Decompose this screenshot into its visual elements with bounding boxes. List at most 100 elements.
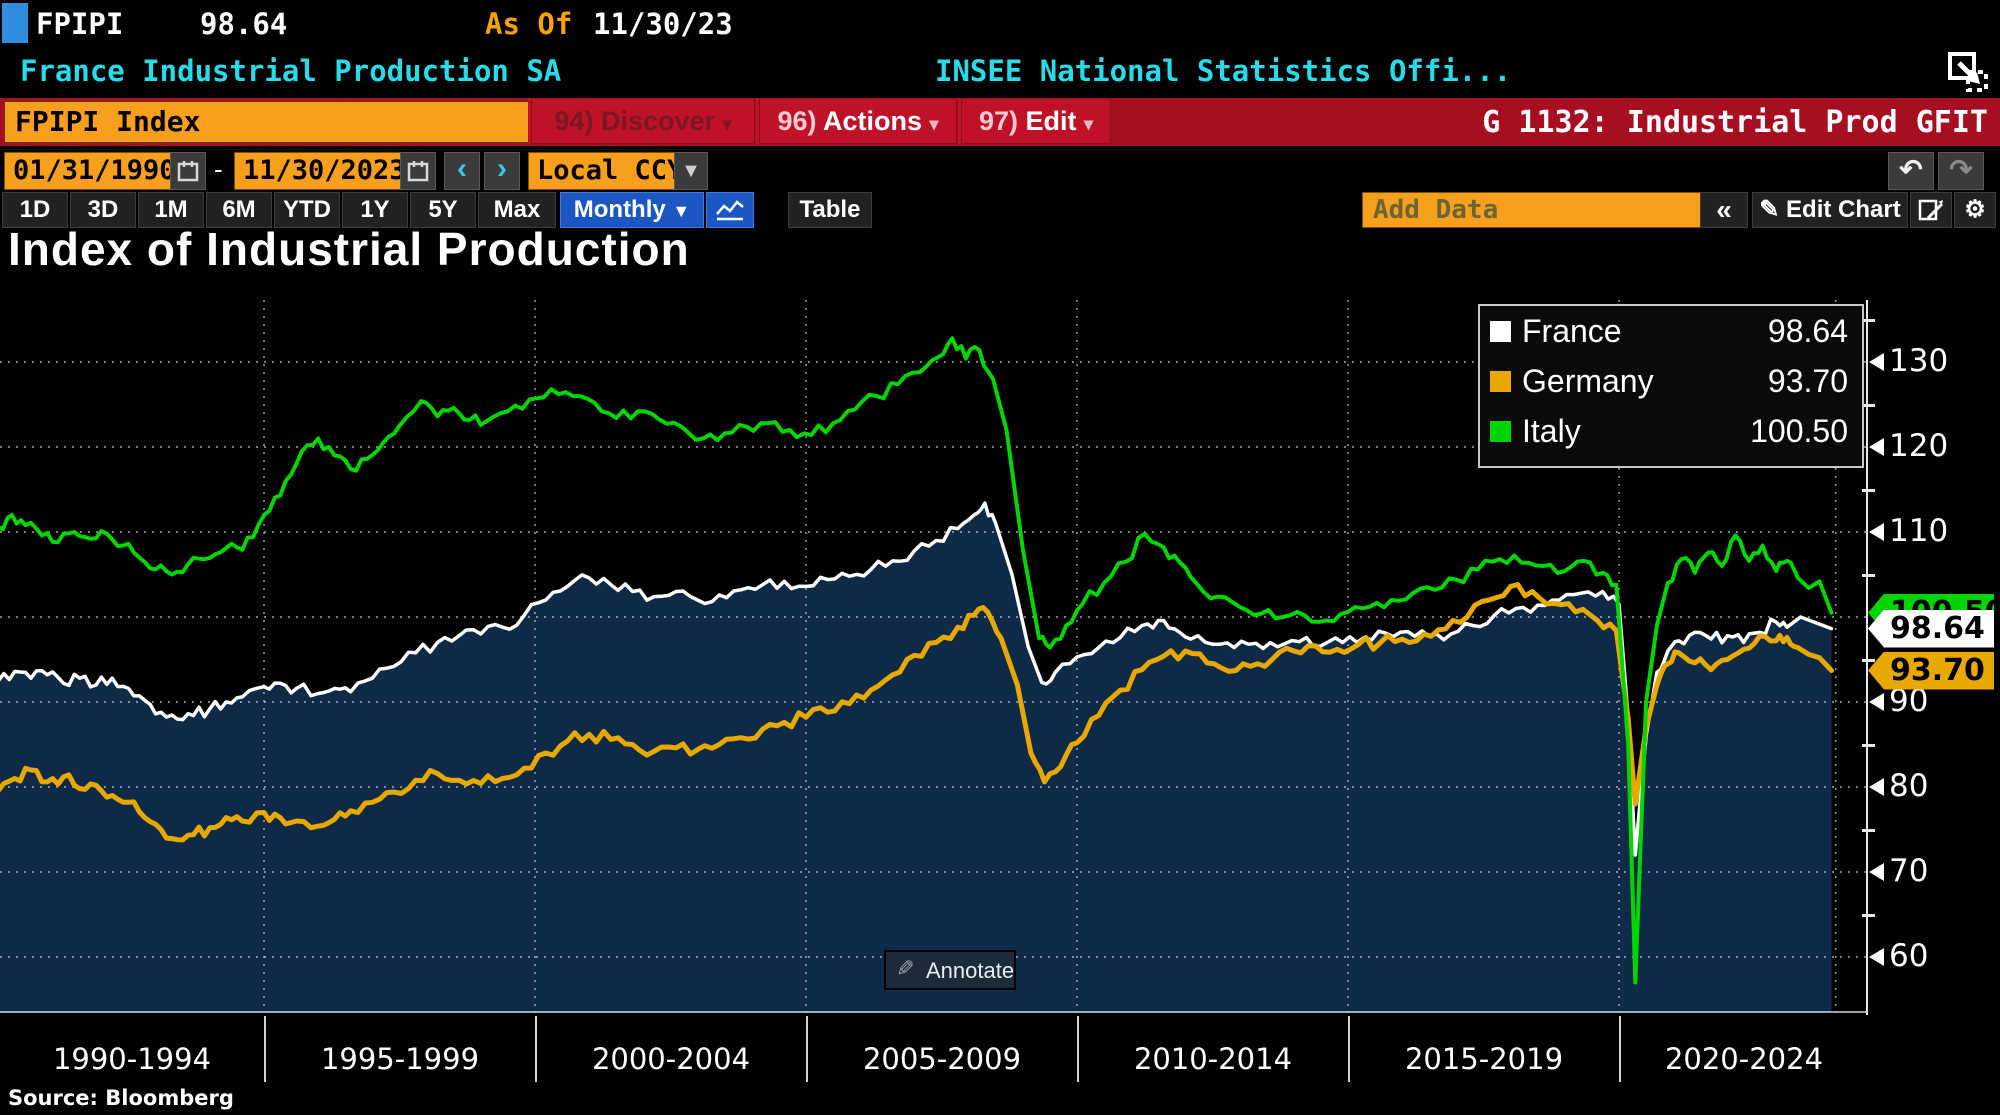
- note-pencil-icon: [1918, 199, 1944, 221]
- data-source-name: INSEE National Statistics Offi...: [935, 54, 1512, 88]
- tick-arrow-icon: [1869, 523, 1884, 541]
- edit-chart-button[interactable]: ✎ Edit Chart: [1752, 192, 1908, 228]
- x-tick-separator: [806, 1016, 808, 1082]
- frequency-select[interactable]: Monthly ▼: [560, 192, 704, 228]
- edit-chart-label: Edit Chart: [1786, 196, 1901, 223]
- security-title-row: France Industrial Production SA INSEE Na…: [0, 46, 2000, 96]
- y-minor-tick: [1862, 573, 1875, 577]
- ticker-symbol: FPIPI: [36, 7, 124, 41]
- legend-item-germany[interactable]: Germany 93.70: [1480, 356, 1862, 406]
- legend-series-name: Germany: [1522, 363, 1654, 399]
- y-minor-tick: [1862, 913, 1875, 917]
- series-line-france: [0, 501, 1834, 857]
- shift-range-forward-button[interactable]: ›: [484, 152, 520, 190]
- price-chart-plot[interactable]: [0, 300, 1868, 1013]
- series-line-germany: [0, 582, 1834, 843]
- collapse-panel-button[interactable]: «: [1700, 192, 1748, 228]
- shift-range-back-button[interactable]: ‹: [444, 152, 480, 190]
- last-value-badge-france: 98.64: [1868, 609, 1994, 648]
- chevron-down-icon: ▾: [1084, 114, 1094, 134]
- popout-window-icon[interactable]: [1946, 50, 1990, 94]
- as-of-label: As Of: [485, 7, 573, 41]
- annotate-label: Annotate: [926, 958, 1015, 983]
- x-tick-separator: [1348, 1016, 1350, 1082]
- ticker-header-row: FPIPI 98.64 As Of 11/30/23: [0, 0, 2000, 46]
- chevron-down-icon: ▼: [681, 160, 701, 182]
- chevron-down-icon: ▼: [672, 201, 691, 221]
- legend-series-name: Italy: [1522, 413, 1581, 449]
- legend-item-france[interactable]: France 98.64: [1480, 306, 1862, 356]
- x-axis-label: 1995-1999: [320, 1042, 480, 1076]
- redo-button[interactable]: ↷: [1938, 152, 1984, 190]
- edit-menu-number: 97): [978, 106, 1018, 136]
- tick-arrow-icon: [1869, 863, 1884, 881]
- command-input[interactable]: FPIPI Index: [4, 101, 532, 143]
- end-date-calendar-button[interactable]: [400, 152, 436, 190]
- x-tick-separator: [264, 1016, 266, 1082]
- calendar-icon: [177, 161, 199, 182]
- tab-period-1d[interactable]: 1D: [2, 192, 68, 228]
- add-data-input[interactable]: Add Data: [1362, 192, 1704, 228]
- tab-period-ytd[interactable]: YTD: [274, 192, 340, 228]
- chevron-down-icon: ▾: [722, 114, 732, 134]
- y-minor-tick: [1862, 318, 1875, 322]
- currency-dropdown-button[interactable]: ▼: [674, 152, 708, 190]
- y-minor-tick: [1862, 828, 1875, 832]
- y-minor-tick: [1862, 403, 1875, 407]
- area-fill-france: [0, 503, 1832, 1013]
- legend-swatch-icon: [1490, 371, 1511, 392]
- start-date-input[interactable]: 01/31/1990: [4, 152, 178, 190]
- legend-series-name: France: [1522, 313, 1622, 349]
- tab-period-1y[interactable]: 1Y: [342, 192, 408, 228]
- x-tick-separator: [1077, 1016, 1079, 1082]
- undo-button[interactable]: ↶: [1888, 152, 1934, 190]
- chart-legend: France 98.64 Germany 93.70 Italy 100.50: [1478, 304, 1864, 468]
- date-range-bar: 01/31/1990 - 11/30/2023 ‹ › Local CCY ▼ …: [0, 150, 2000, 190]
- currency-select[interactable]: Local CCY: [528, 152, 694, 190]
- pencil-icon: ✎: [1759, 196, 1780, 223]
- as-of-date: 11/30/23: [593, 7, 733, 41]
- tick-arrow-icon: [1869, 353, 1884, 371]
- x-axis-label: 2020-2024: [1664, 1042, 1824, 1076]
- tab-period-1m[interactable]: 1M: [138, 192, 204, 228]
- last-value-badge-germany: 93.70: [1868, 651, 1994, 690]
- chart-settings-note-button[interactable]: [1910, 192, 1952, 228]
- date-range-separator: -: [214, 154, 223, 184]
- legend-item-italy[interactable]: Italy 100.50: [1480, 406, 1862, 456]
- gear-icon[interactable]: ⚙: [1954, 192, 1996, 228]
- x-axis-label: 2000-2004: [591, 1042, 751, 1076]
- frequency-value: Monthly: [573, 196, 666, 223]
- table-view-button[interactable]: Table: [788, 192, 872, 228]
- chart-type-button[interactable]: [706, 192, 754, 228]
- tab-period-5y[interactable]: 5Y: [410, 192, 476, 228]
- actions-menu-label: Actions: [822, 106, 922, 136]
- end-date-input[interactable]: 11/30/2023: [234, 152, 408, 190]
- command-bar: FPIPI Index 94) Discover ▾ 96) Actions ▾…: [0, 98, 2000, 149]
- y-axis-line: [1866, 300, 1868, 1015]
- discover-menu-number: 94): [554, 106, 594, 136]
- x-axis-label: 2015-2019: [1404, 1042, 1564, 1076]
- x-axis-label: 2010-2014: [1133, 1042, 1293, 1076]
- chart-title: Index of Industrial Production: [8, 223, 690, 275]
- discover-menu-label: Discover: [600, 106, 716, 136]
- legend-series-value: 98.64: [1767, 313, 1848, 349]
- tick-arrow-icon: [1869, 693, 1884, 711]
- actions-menu-number: 96): [777, 106, 817, 136]
- tab-period-6m[interactable]: 6M: [206, 192, 272, 228]
- actions-menu-button[interactable]: 96) Actions ▾: [756, 98, 957, 144]
- security-color-key: [2, 3, 28, 43]
- discover-menu-button[interactable]: 94) Discover ▾: [528, 98, 755, 144]
- annotate-button[interactable]: ✎ Annotate: [884, 950, 1016, 990]
- pencil-icon: ✎: [896, 956, 915, 981]
- y-minor-tick: [1862, 658, 1875, 662]
- tab-period-3d[interactable]: 3D: [70, 192, 136, 228]
- tick-arrow-icon: [1869, 778, 1884, 796]
- security-name: France Industrial Production SA: [20, 54, 562, 88]
- series-line-italy: [0, 336, 1834, 985]
- tab-period-max[interactable]: Max: [478, 192, 556, 228]
- chart-toolbar: 1D 3D 1M 6M YTD 1Y 5Y Max Monthly ▼ Tabl…: [0, 192, 2000, 230]
- edit-menu-button[interactable]: 97) Edit ▾: [958, 98, 1111, 144]
- legend-swatch-icon: [1490, 421, 1511, 442]
- start-date-calendar-button[interactable]: [170, 152, 206, 190]
